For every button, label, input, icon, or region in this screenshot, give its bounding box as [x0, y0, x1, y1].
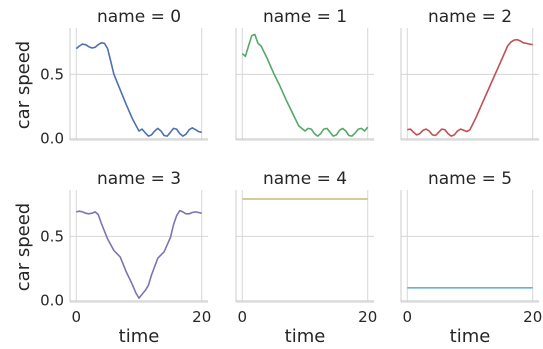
y-tick-label-0: 0.0 [40, 130, 64, 148]
panel-title-2: name = 2 [428, 7, 512, 27]
x-tick-label-1: 20 [358, 308, 377, 326]
panel-title-1: name = 1 [263, 7, 347, 27]
series-line-1 [241, 33, 369, 137]
series-line-3 [76, 209, 202, 299]
panel-title-4: name = 4 [263, 169, 347, 189]
x-tick-label-0: 0 [237, 308, 247, 326]
x-axis-label-0: time [119, 326, 160, 347]
panel-title-0: name = 0 [97, 7, 181, 27]
panel-5: name = 5 0 20 time [400, 169, 542, 347]
x-tick-label-0: 0 [71, 308, 81, 326]
panel-2: name = 2 [400, 7, 539, 141]
x-axis-label-2: time [450, 326, 491, 347]
panel-title-3: name = 3 [97, 169, 181, 189]
panel-4: name = 4 0 20 time [235, 169, 377, 347]
y-tick-label-1: 0.5 [40, 227, 64, 245]
series-line-2 [407, 38, 533, 137]
panel-1: name = 1 [235, 7, 374, 141]
x-tick-label-0: 0 [402, 308, 412, 326]
y-axis-label-row-1: car speed [13, 41, 34, 129]
y-axis-label-row-2: car speed [13, 203, 34, 291]
panel-3: name = 3 0.0 0.5 0 20 time [40, 169, 211, 347]
x-axis-label-1: time [285, 326, 326, 347]
panel-title-5: name = 5 [428, 169, 512, 189]
x-tick-label-1: 20 [523, 308, 542, 326]
y-tick-label-1: 0.5 [40, 65, 64, 83]
panel-0: name = 0 0.0 0.5 [40, 7, 208, 148]
series-line-0 [75, 41, 202, 137]
x-tick-label-1: 20 [192, 308, 211, 326]
y-tick-label-0: 0.0 [40, 292, 64, 310]
